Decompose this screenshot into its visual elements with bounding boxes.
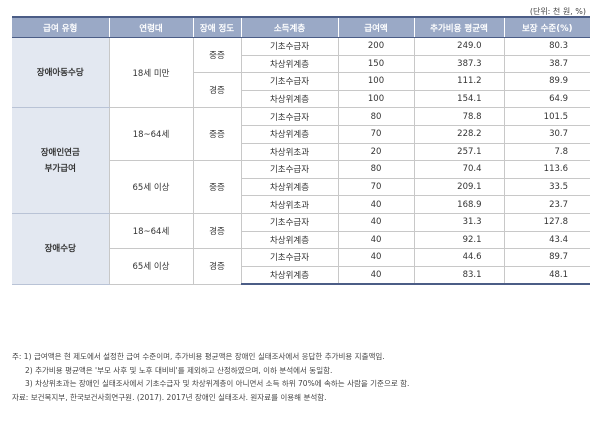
- footnote-1: 주: 1) 급여액은 현 제도에서 설정한 급여 수준이며, 추가비용 평균액은…: [12, 352, 385, 361]
- severity-cell: 중증: [192, 107, 241, 162]
- table-row: 차상위계층 150 387.3 38.7: [12, 55, 590, 74]
- income-cell: 기초수급자: [240, 107, 338, 126]
- table-row: 차상위계층 70 209.1 33.5: [12, 178, 590, 197]
- avg-cost-cell: 70.4: [413, 160, 504, 179]
- benefit-cell: 200: [337, 37, 414, 56]
- avg-cost-cell: 228.2: [413, 125, 504, 144]
- coverage-cell: 101.5: [503, 107, 590, 126]
- benefit-cell: 40: [337, 266, 414, 286]
- avg-cost-cell: 44.6: [413, 248, 504, 267]
- income-cell: 차상위초과: [240, 143, 338, 162]
- benefit-cell: 100: [337, 90, 414, 109]
- benefit-cell: 40: [337, 195, 414, 214]
- coverage-cell: 80.3: [503, 37, 590, 56]
- avg-cost-cell: 92.1: [413, 231, 504, 250]
- table-row: 차상위계층 100 154.1 64.9: [12, 90, 590, 109]
- header-avg-cost: 추가비용 평균액: [413, 16, 504, 38]
- avg-cost-cell: 83.1: [413, 266, 504, 286]
- income-cell: 기초수급자: [240, 37, 338, 56]
- severity-cell: 중증: [192, 160, 241, 214]
- income-cell: 차상위계층: [240, 266, 338, 286]
- header-severity: 장애 정도: [192, 16, 241, 38]
- avg-cost-cell: 111.2: [413, 72, 504, 91]
- avg-cost-cell: 78.8: [413, 107, 504, 126]
- unit-label: (단위: 천 원, %): [529, 7, 586, 16]
- avg-cost-cell: 387.3: [413, 55, 504, 74]
- severity-cell: 경증: [192, 72, 241, 109]
- table-row: 장애인연금 부가급여 18~64세 중증 기초수급자 80 78.8 101.5: [12, 107, 590, 214]
- age-cell: 18세 미만: [108, 37, 193, 109]
- income-cell: 차상위계층: [240, 90, 338, 109]
- table-row: 차상위계층 40 83.1 48.1: [12, 266, 590, 286]
- table-row: 65세 이상 중증 기초수급자 80 70.4 113.6: [12, 160, 590, 214]
- income-cell: 기초수급자: [240, 160, 338, 179]
- coverage-cell: 33.5: [503, 178, 590, 197]
- avg-cost-cell: 168.9: [413, 195, 504, 214]
- benefit-table: 급여 유형 연령대 장애 정도 소득계층 급여액 추가비용 평균액 보장 수준(…: [12, 16, 590, 286]
- avg-cost-cell: 257.1: [413, 143, 504, 162]
- age-cell: 18~64세: [108, 213, 193, 250]
- income-cell: 기초수급자: [240, 248, 338, 267]
- table-row: 차상위계층 70 228.2 30.7: [12, 125, 590, 144]
- coverage-cell: 127.8: [503, 213, 590, 232]
- income-cell: 기초수급자: [240, 213, 338, 232]
- header-benefit-type: 급여 유형: [12, 16, 109, 38]
- footnotes: 주: 1) 급여액은 현 제도에서 설정한 급여 수준이며, 추가비용 평균액은…: [12, 350, 592, 404]
- header-age: 연령대: [108, 16, 193, 38]
- income-cell: 차상위계층: [240, 55, 338, 74]
- benefit-cell: 150: [337, 55, 414, 74]
- age-cell: 65세 이상: [108, 248, 193, 285]
- footnote-3: 3) 차상위초과는 장애인 실태조사에서 기초수급자 및 차상위계층이 아니면서…: [25, 379, 410, 388]
- age-cell: 65세 이상: [108, 160, 193, 214]
- coverage-cell: 7.8: [503, 143, 590, 162]
- severity-cell: 경증: [192, 248, 241, 285]
- avg-cost-cell: 154.1: [413, 90, 504, 109]
- benefit-type-cell: 장애수당: [12, 213, 109, 285]
- header-income: 소득계층: [240, 16, 338, 38]
- income-cell: 차상위계층: [240, 231, 338, 250]
- age-cell: 18~64세: [108, 107, 193, 162]
- table-row: 장애수당 18~64세 경증 기초수급자 40 31.3 127.8: [12, 213, 590, 285]
- avg-cost-cell: 31.3: [413, 213, 504, 232]
- table-row: 차상위초과 40 168.9 23.7: [12, 195, 590, 214]
- header-benefit: 급여액: [337, 16, 414, 38]
- coverage-cell: 48.1: [503, 266, 590, 286]
- avg-cost-cell: 249.0: [413, 37, 504, 56]
- benefit-cell: 40: [337, 213, 414, 232]
- benefit-cell: 40: [337, 231, 414, 250]
- avg-cost-cell: 209.1: [413, 178, 504, 197]
- benefit-cell: 80: [337, 160, 414, 179]
- table-row: 경증 기초수급자 100 111.2 89.9: [12, 72, 590, 109]
- income-cell: 차상위초과: [240, 195, 338, 214]
- benefit-cell: 70: [337, 125, 414, 144]
- benefit-cell: 20: [337, 143, 414, 162]
- severity-cell: 경증: [192, 213, 241, 250]
- footnote-2: 2) 추가비용 평균액은 '부모 사후 및 노후 대비비'를 제외하고 산정하였…: [25, 365, 333, 375]
- benefit-cell: 80: [337, 107, 414, 126]
- coverage-cell: 113.6: [503, 160, 590, 179]
- benefit-type-cell: 장애인연금 부가급여: [12, 107, 109, 214]
- table-row: 장애아동수당 18세 미만 중증 기초수급자 200 249.0 80.3: [12, 37, 590, 109]
- coverage-cell: 43.4: [503, 231, 590, 250]
- coverage-cell: 38.7: [503, 55, 590, 74]
- table-header-row: 급여 유형 연령대 장애 정도 소득계층 급여액 추가비용 평균액 보장 수준(…: [12, 16, 590, 38]
- coverage-cell: 89.9: [503, 72, 590, 91]
- table-row: 차상위초과 20 257.1 7.8: [12, 143, 590, 162]
- table-row: 차상위계층 40 92.1 43.4: [12, 231, 590, 250]
- coverage-cell: 23.7: [503, 195, 590, 214]
- header-coverage: 보장 수준(%): [503, 16, 590, 38]
- benefit-cell: 40: [337, 248, 414, 267]
- coverage-cell: 30.7: [503, 125, 590, 144]
- benefit-cell: 100: [337, 72, 414, 91]
- income-cell: 기초수급자: [240, 72, 338, 91]
- benefit-cell: 70: [337, 178, 414, 197]
- income-cell: 차상위계층: [240, 178, 338, 197]
- coverage-cell: 64.9: [503, 90, 590, 109]
- severity-cell: 중증: [192, 37, 241, 74]
- benefit-type-cell: 장애아동수당: [12, 37, 109, 109]
- table-row: 65세 이상 경증 기초수급자 40 44.6 89.7: [12, 248, 590, 285]
- income-cell: 차상위계층: [240, 125, 338, 144]
- source-note: 자료: 보건복지부, 한국보건사회연구원. (2017). 2017년 장애인 …: [12, 392, 327, 402]
- coverage-cell: 89.7: [503, 248, 590, 267]
